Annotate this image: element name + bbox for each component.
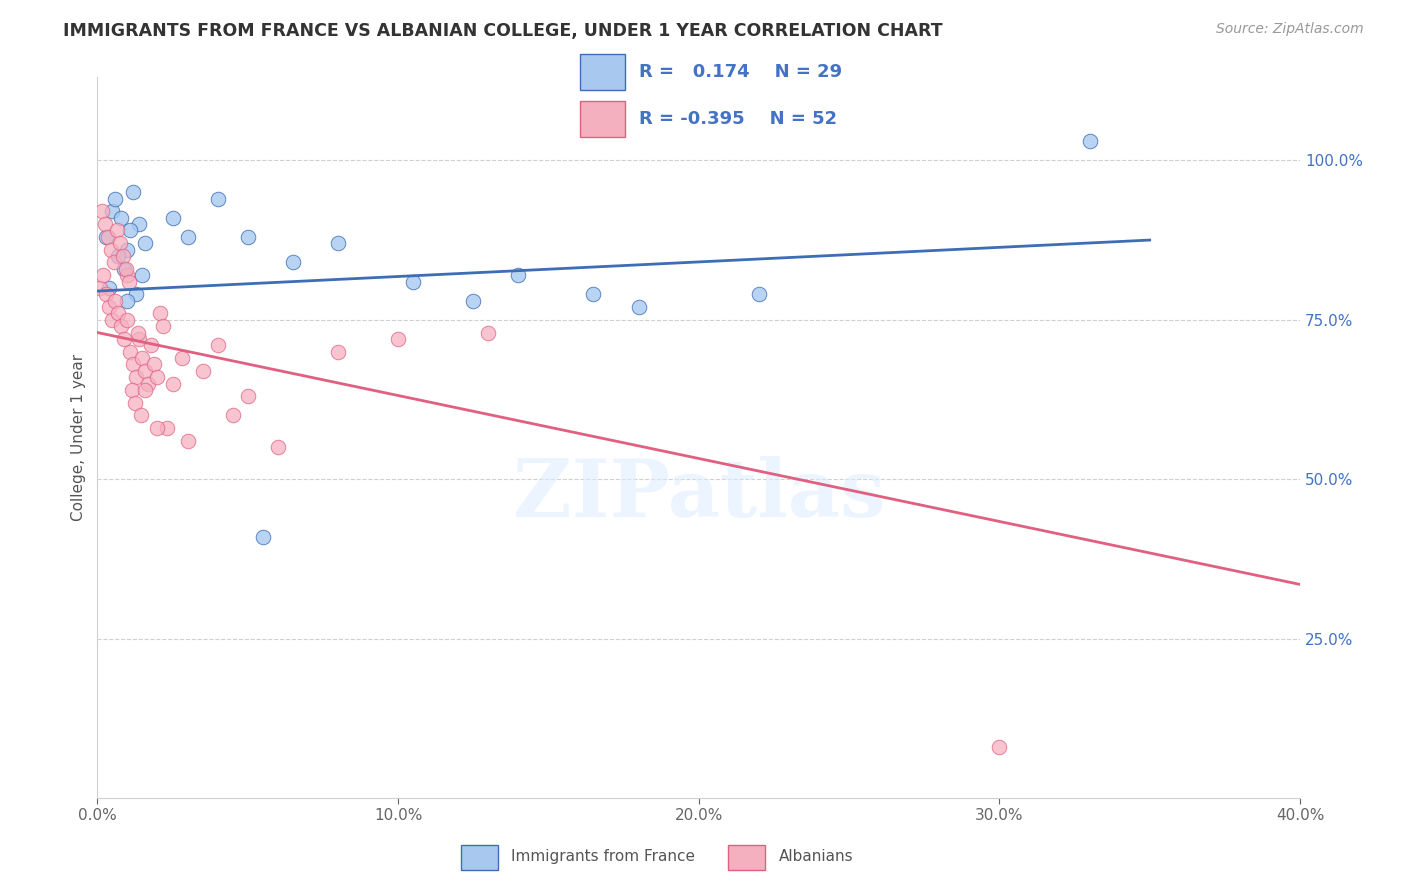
Point	[508, 268, 530, 282]
Point	[138, 376, 160, 391]
Text: IMMIGRANTS FROM FRANCE VS ALBANIAN COLLEGE, UNDER 1 YEAR CORRELATION CHART: IMMIGRANTS FROM FRANCE VS ALBANIAN COLLE…	[63, 22, 943, 40]
Point	[149, 306, 172, 320]
Point	[387, 332, 409, 346]
Bar	[728, 846, 765, 870]
Point	[146, 370, 169, 384]
Point	[118, 275, 141, 289]
Point	[477, 326, 499, 340]
Point	[100, 243, 122, 257]
Point	[122, 358, 145, 372]
Point	[170, 351, 193, 365]
Point	[176, 434, 198, 448]
Point	[463, 293, 485, 308]
Point	[252, 530, 274, 544]
Point	[236, 389, 259, 403]
Point	[112, 332, 135, 346]
Point	[104, 293, 127, 308]
Point	[129, 409, 152, 423]
Point	[124, 395, 146, 409]
Bar	[581, 101, 626, 137]
Point	[402, 275, 425, 289]
Point	[98, 300, 121, 314]
Point	[125, 287, 148, 301]
Point	[988, 739, 1011, 754]
Point	[162, 211, 184, 225]
Point	[141, 338, 163, 352]
Point	[267, 440, 290, 454]
Bar	[461, 846, 498, 870]
Point	[110, 211, 132, 225]
Point	[207, 192, 229, 206]
Point	[90, 204, 112, 219]
Point	[582, 287, 605, 301]
Point	[176, 230, 198, 244]
Point	[89, 281, 111, 295]
Point	[125, 370, 148, 384]
Point	[152, 319, 174, 334]
Point	[155, 421, 177, 435]
Point	[115, 261, 138, 276]
Point	[143, 358, 166, 372]
Point	[108, 236, 131, 251]
Point	[107, 249, 129, 263]
Point	[94, 217, 117, 231]
Point	[134, 383, 156, 397]
Point	[97, 230, 120, 244]
Text: ZIPatlas: ZIPatlas	[513, 457, 884, 534]
Point	[104, 192, 127, 206]
Point	[191, 364, 214, 378]
Point	[1078, 134, 1101, 148]
Point	[326, 236, 349, 251]
Point	[131, 268, 153, 282]
Point	[127, 326, 149, 340]
Text: Source: ZipAtlas.com: Source: ZipAtlas.com	[1216, 22, 1364, 37]
Text: R = -0.395    N = 52: R = -0.395 N = 52	[638, 110, 837, 128]
Text: Immigrants from France: Immigrants from France	[512, 849, 696, 863]
Point	[117, 312, 139, 326]
Point	[101, 312, 124, 326]
Point	[627, 300, 650, 314]
Point	[98, 281, 121, 295]
Point	[131, 351, 153, 365]
Point	[96, 287, 118, 301]
Point	[121, 383, 143, 397]
Point	[117, 268, 139, 282]
Point	[120, 344, 142, 359]
Point	[146, 421, 169, 435]
Point	[162, 376, 184, 391]
Point	[236, 230, 259, 244]
Point	[122, 186, 145, 200]
Point	[134, 364, 156, 378]
Y-axis label: College, Under 1 year: College, Under 1 year	[72, 354, 86, 521]
Text: Albanians: Albanians	[779, 849, 853, 863]
Point	[105, 223, 128, 237]
Point	[134, 236, 156, 251]
Point	[221, 409, 243, 423]
Point	[103, 255, 125, 269]
Point	[101, 204, 124, 219]
Point	[120, 223, 142, 237]
Point	[326, 344, 349, 359]
Point	[117, 243, 139, 257]
Point	[207, 338, 229, 352]
Point	[112, 261, 135, 276]
Point	[96, 230, 118, 244]
Point	[128, 332, 150, 346]
Point	[111, 249, 134, 263]
Point	[110, 319, 132, 334]
Point	[117, 293, 139, 308]
Point	[128, 217, 150, 231]
Point	[93, 268, 115, 282]
Text: R =   0.174    N = 29: R = 0.174 N = 29	[638, 62, 842, 81]
Point	[748, 287, 770, 301]
Bar	[581, 54, 626, 90]
Point	[107, 306, 129, 320]
Point	[281, 255, 304, 269]
